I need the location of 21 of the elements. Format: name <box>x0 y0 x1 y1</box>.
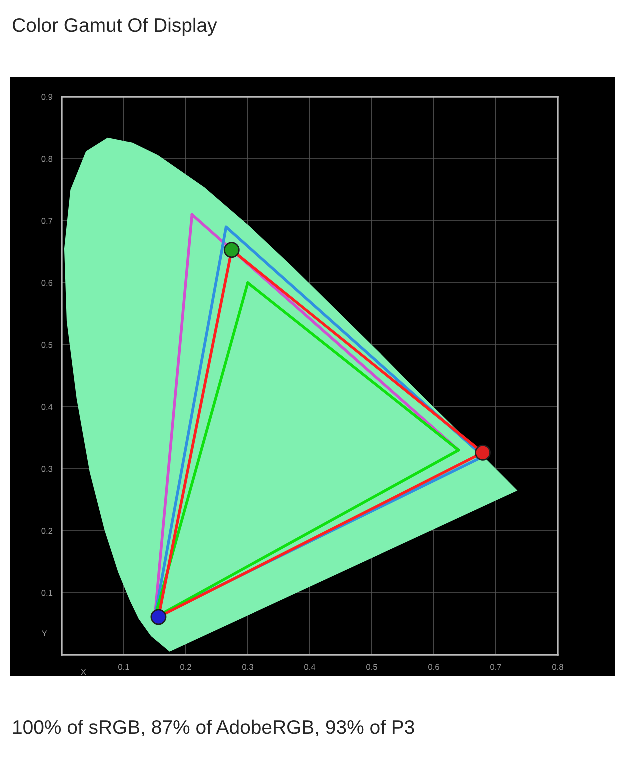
x-tick-label: 0.6 <box>428 664 440 670</box>
y-tick-label: 0.2 <box>42 528 53 534</box>
y-tick-label: 0.7 <box>42 218 53 224</box>
x-axis-title: X <box>81 669 86 675</box>
y-tick-label: 0.1 <box>42 590 53 596</box>
y-tick-label: 0.9 <box>42 94 53 100</box>
y-axis-title: Y <box>42 630 48 637</box>
y-tick-label: 0.3 <box>42 466 53 472</box>
y-tick-label: 0.5 <box>42 342 53 348</box>
x-tick-label: 0.4 <box>304 664 316 670</box>
chart-title: Color Gamut Of Display <box>12 18 218 36</box>
x-tick-label: 0.2 <box>180 664 192 670</box>
x-tick-label: 0.1 <box>118 664 130 670</box>
text: 100% of sRGB, 87% of AdobeRGB, 93% of P3 <box>13 720 414 737</box>
y-tick-label: 0.8 <box>42 156 53 162</box>
y-tick-label: 0.6 <box>42 280 53 286</box>
x-tick-label: 0.5 <box>366 664 378 670</box>
x-tick-label: 0.3 <box>242 664 254 670</box>
x-tick-label: 0.8 <box>552 664 564 670</box>
y-tick-label: 0.4 <box>42 404 53 410</box>
x-tick-label: 0.7 <box>490 664 502 670</box>
